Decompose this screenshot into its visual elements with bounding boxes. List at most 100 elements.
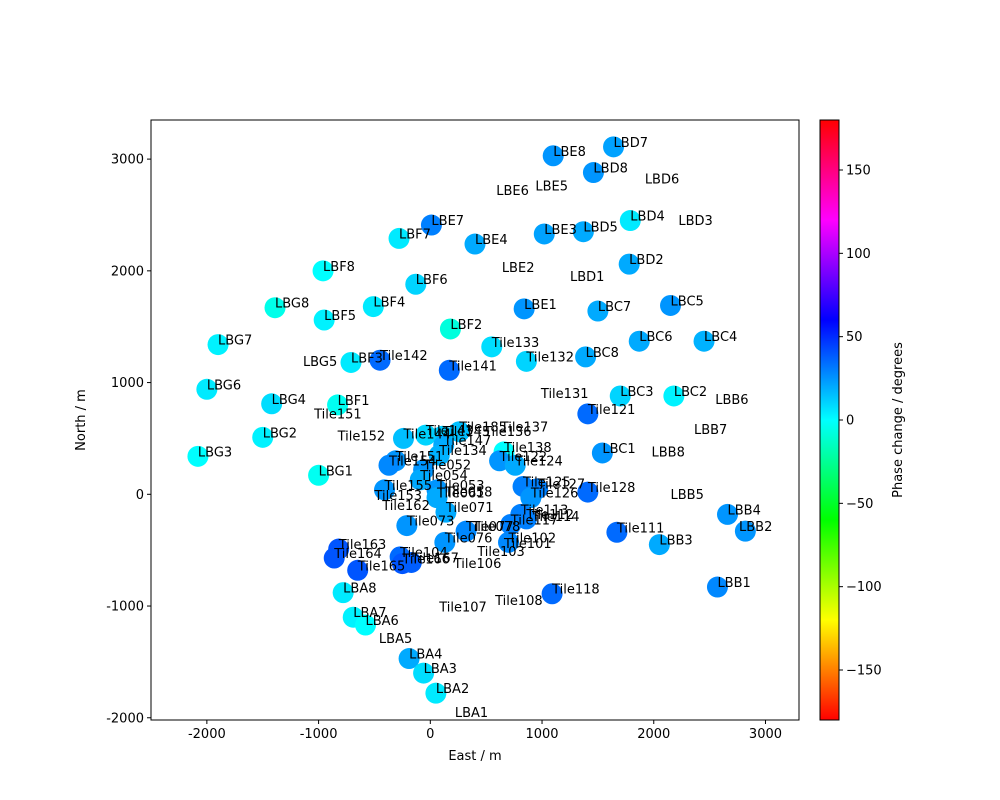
data-point	[577, 481, 599, 503]
point-label: LBC3	[620, 385, 653, 400]
point-label: Tile127	[537, 478, 586, 493]
point-label: LBF2	[450, 318, 482, 333]
data-point	[663, 385, 685, 407]
point-label: LBE3	[544, 223, 577, 238]
point-label: LBB5	[671, 488, 704, 503]
data-point	[434, 531, 456, 553]
data-point	[464, 233, 486, 255]
data-point	[413, 662, 435, 684]
data-point	[648, 534, 670, 556]
point-label: LBG4	[272, 393, 306, 408]
point-label: LBG8	[275, 297, 309, 312]
point-label: LBF8	[323, 260, 355, 275]
data-point	[498, 531, 520, 553]
point-label: LBF4	[373, 296, 405, 311]
data-point	[582, 162, 604, 184]
point-label: LBB8	[652, 445, 685, 460]
point-label: LBG7	[218, 334, 252, 349]
point-label: Tile108	[494, 594, 543, 609]
data-point	[428, 444, 450, 466]
point-label: Tile133	[491, 336, 540, 351]
point-label: LBF6	[416, 273, 448, 288]
point-label: Tile185	[458, 421, 507, 436]
colorbar-tick-label: −100	[846, 580, 882, 595]
data-point	[542, 145, 564, 167]
point-label: Tile151	[395, 450, 444, 465]
data-point	[398, 648, 420, 670]
point-label: Tile165	[357, 559, 406, 574]
data-point	[500, 513, 522, 535]
data-point	[660, 294, 682, 316]
point-label: Tile151	[313, 407, 362, 422]
data-point	[619, 210, 641, 232]
point-label: LBC8	[586, 346, 619, 361]
y-tick-label: 3000	[111, 153, 144, 168]
point-label: Tile107	[438, 601, 487, 616]
point-label: Tile122	[499, 450, 548, 465]
point-label: Tile117	[510, 513, 559, 528]
point-label: Tile118	[551, 583, 600, 598]
point-label: Tile138	[503, 441, 552, 456]
data-point	[196, 378, 218, 400]
point-label: Tile152	[337, 430, 386, 445]
point-label: LBD8	[593, 162, 627, 177]
point-label: LBA4	[409, 648, 442, 663]
data-point	[587, 300, 609, 322]
x-tick-label: 3000	[749, 727, 782, 742]
data-point	[340, 351, 362, 373]
data-point	[405, 273, 427, 295]
point-label: Tile143	[425, 424, 474, 439]
data-point	[207, 334, 229, 356]
data-point	[606, 521, 628, 543]
point-label: LBB2	[739, 520, 772, 535]
point-label: Tile076	[444, 531, 493, 546]
x-axis-title: East / m	[448, 749, 501, 764]
x-tick-label: 2000	[637, 727, 670, 742]
point-label: Tile078	[472, 520, 521, 535]
point-label: Tile137	[500, 421, 549, 436]
point-label: LBE7	[431, 214, 464, 229]
point-label: Tile126	[530, 487, 579, 502]
data-point	[400, 551, 422, 573]
colorbar-tick-label: −50	[846, 497, 873, 512]
point-label: LBE5	[535, 179, 568, 194]
point-label: Tile124	[514, 454, 563, 469]
point-label: Tile101	[503, 537, 552, 552]
point-label: LBE8	[553, 145, 586, 160]
point-label: Tile163	[338, 538, 387, 553]
data-point	[355, 614, 377, 636]
colorbar-tick-label: −150	[846, 664, 882, 679]
point-label: LBD7	[614, 136, 648, 151]
point-label: Tile155	[384, 479, 433, 494]
y-tick-label: 0	[136, 488, 144, 503]
point-label: Tile167	[410, 551, 459, 566]
point-label: Tile058	[444, 486, 493, 501]
data-point	[332, 582, 354, 604]
data-point	[706, 576, 728, 598]
data-point	[520, 487, 542, 509]
point-label: LBD1	[570, 270, 604, 285]
colorbar-tick-label: 50	[846, 330, 863, 345]
data-point	[378, 454, 400, 476]
data-point	[313, 309, 335, 331]
data-point	[388, 227, 410, 249]
y-axis-title: North / m	[74, 389, 89, 451]
colorbar-ticks: 150 100 50 0 −50 −100 −150	[839, 164, 882, 679]
point-label: LBE2	[502, 261, 535, 276]
point-label: Tile131	[540, 387, 589, 402]
point-label: LBE4	[475, 233, 508, 248]
point-label: Tile142	[379, 349, 428, 364]
data-point	[396, 515, 418, 537]
data-point	[312, 260, 334, 282]
point-label: LBG1	[319, 464, 353, 479]
point-label: Tile112	[525, 508, 574, 523]
point-label: LBB6	[715, 393, 748, 408]
data-point	[541, 583, 563, 605]
x-tick-label: -2000	[188, 727, 226, 742]
point-label: Tile134	[438, 444, 487, 459]
point-label: Tile136	[483, 425, 532, 440]
x-tick-label: -1000	[300, 727, 338, 742]
point-label: LBG3	[198, 445, 232, 460]
